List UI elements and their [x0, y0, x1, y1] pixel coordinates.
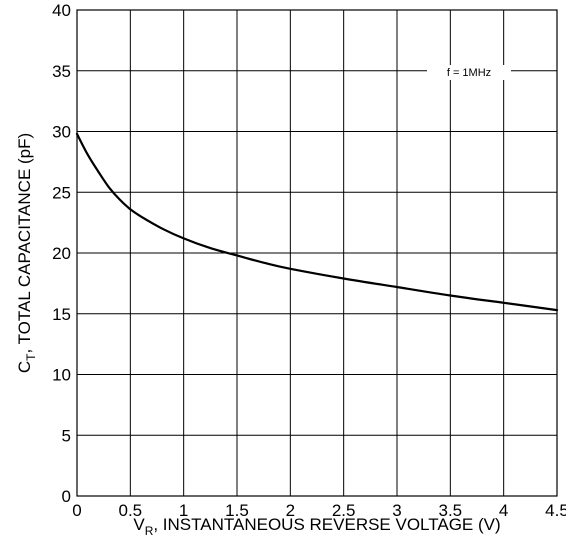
y-tick-label: 5 — [62, 426, 71, 445]
x-tick-label: 2.5 — [332, 501, 356, 520]
frequency-annotation: f = 1MHz — [447, 67, 491, 79]
y-tick-labels: 0 5 10 15 20 25 30 35 40 — [52, 1, 71, 506]
x-tick-label: 2 — [286, 501, 295, 520]
y-tick-label: 15 — [52, 305, 71, 324]
y-tick-label: 10 — [52, 366, 71, 385]
y-tick-label: 40 — [52, 1, 71, 20]
y-tick-label: 30 — [52, 123, 71, 142]
x-tick-label: 3 — [392, 501, 401, 520]
x-axis-label-subscript: R — [145, 524, 154, 538]
grid-lines — [77, 10, 557, 496]
x-tick-label: 1 — [179, 501, 188, 520]
x-tick-label: 3.5 — [439, 501, 463, 520]
series-lines — [75, 132, 559, 312]
x-tick-label: 0.5 — [119, 501, 143, 520]
x-axis-label-main: V — [133, 515, 145, 534]
y-tick-label: 35 — [52, 62, 71, 81]
y-axis-label-main: C — [15, 361, 34, 373]
x-tick-labels: 0 0.5 1 1.5 2 2.5 3 3.5 4 4.5 — [72, 501, 566, 520]
x-axis-label-rest: , INSTANTANEOUS REVERSE VOLTAGE (V) — [153, 515, 500, 534]
x-tick-label: 1.5 — [225, 501, 249, 520]
x-tick-label: 4.5 — [545, 501, 566, 520]
y-axis-label-subscript: T — [24, 353, 38, 361]
series-line-0 — [75, 132, 559, 312]
y-axis-label: CT, TOTAL CAPACITANCE (pF) — [15, 133, 38, 373]
y-axis-label-rest: , TOTAL CAPACITANCE (pF) — [15, 133, 34, 354]
x-tick-label: 0 — [72, 501, 81, 520]
y-tick-label: 0 — [62, 487, 71, 506]
plot-frame — [76, 9, 558, 497]
x-tick-label: 4 — [499, 501, 508, 520]
annotation-background — [427, 65, 511, 80]
x-axis-label: VR, INSTANTANEOUS REVERSE VOLTAGE (V) — [133, 515, 500, 538]
y-tick-label: 25 — [52, 183, 71, 202]
y-tick-label: 20 — [52, 244, 71, 263]
